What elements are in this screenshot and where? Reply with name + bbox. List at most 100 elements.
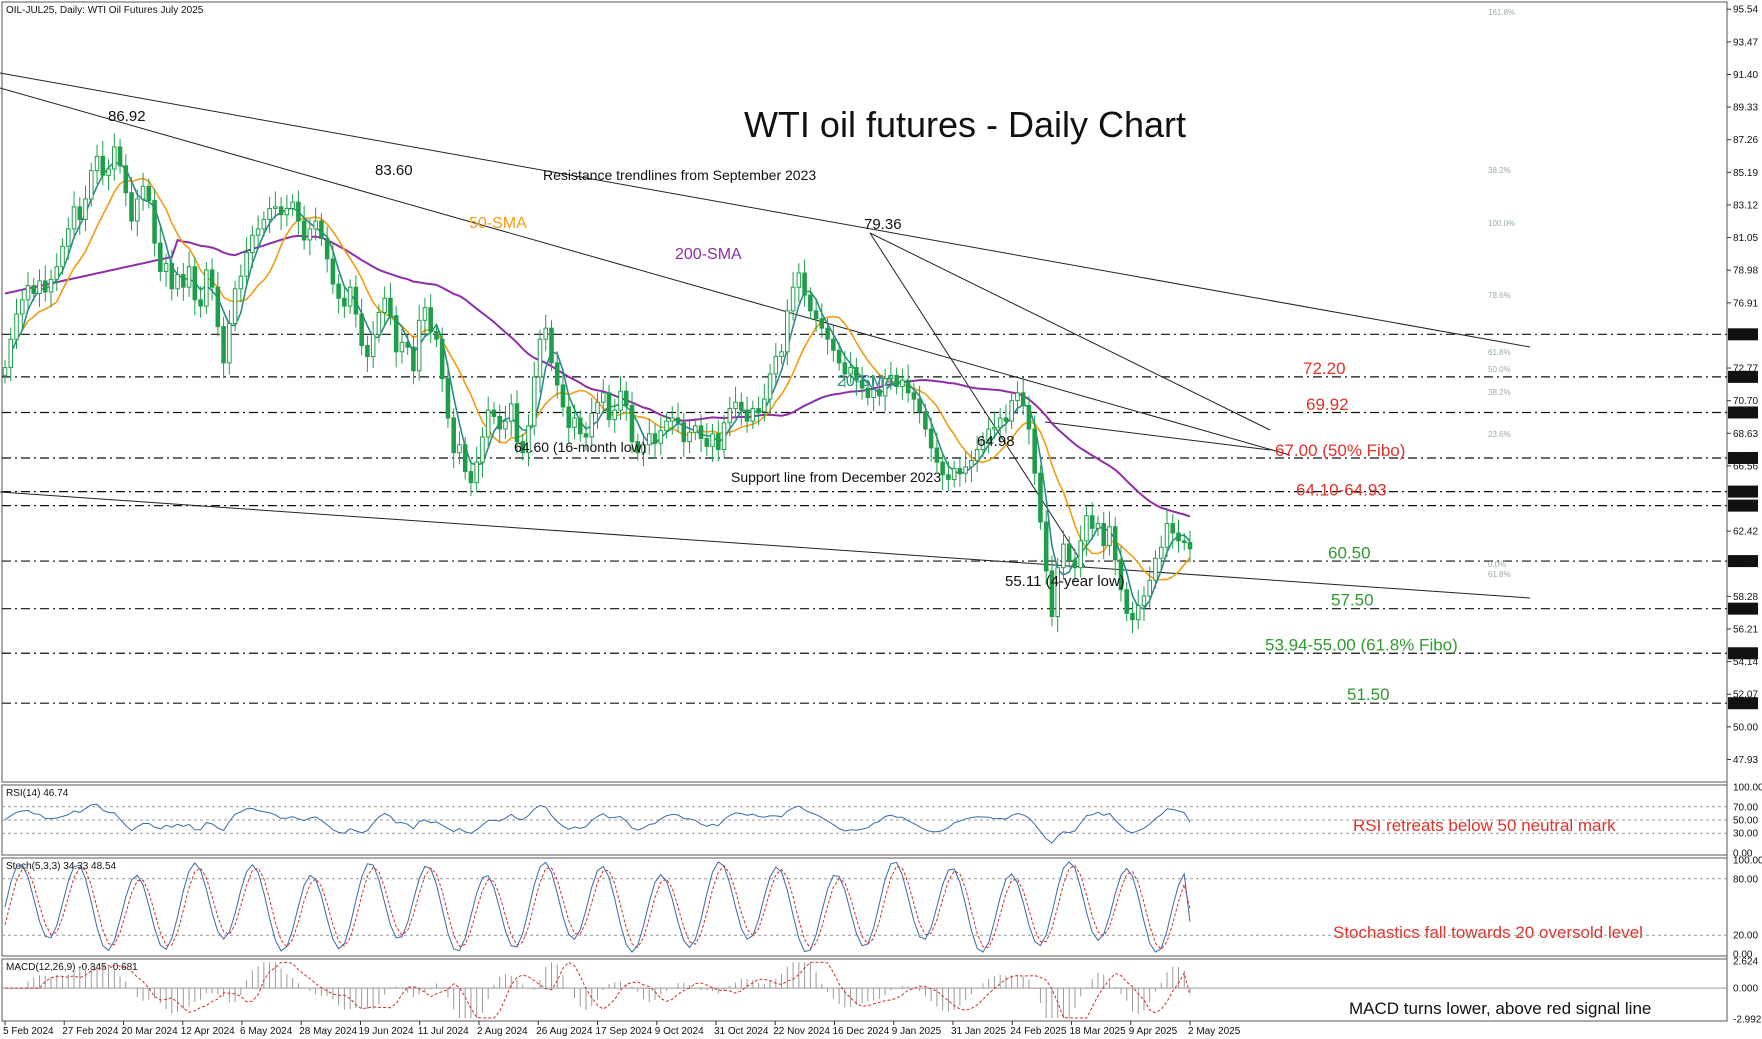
candle-body — [969, 460, 974, 468]
rsi-line — [4, 803, 1191, 844]
candle-body — [1124, 589, 1130, 614]
candle-body — [808, 294, 813, 312]
candle-body — [192, 266, 198, 301]
candle-body — [163, 263, 169, 272]
fib-label: 78.6% — [1488, 291, 1511, 300]
price-tick-label: 47.93 — [1733, 755, 1758, 766]
macd-tick-label: -2.992 — [1733, 1015, 1762, 1026]
candle-body — [560, 384, 566, 408]
candle-body — [917, 398, 922, 413]
candle-body — [319, 220, 324, 239]
annotation-label: 83.60 — [375, 162, 413, 179]
candle-body — [928, 428, 934, 449]
candle-body — [1170, 523, 1176, 534]
rsi-tick-label: 100.00 — [1733, 783, 1762, 794]
candle-body — [117, 146, 123, 167]
candle-body — [1032, 428, 1037, 474]
candle-body — [158, 242, 163, 272]
macd-panel-frame — [1, 958, 1728, 1022]
candle-body — [779, 351, 784, 358]
candle-body — [434, 330, 439, 340]
candle-body — [635, 441, 641, 454]
fib-label: 161.8% — [1488, 8, 1515, 17]
price-tick-label: 60.52 — [1733, 557, 1758, 568]
candle-body — [255, 228, 261, 236]
time-tick-label: 26 Aug 2024 — [536, 1026, 593, 1037]
price-tick-label: 85.19 — [1733, 168, 1758, 179]
candle-body — [986, 428, 991, 441]
candle-body — [468, 471, 474, 484]
chart-title: WTI oil futures - Daily Chart — [744, 104, 1186, 145]
price-panel-frame — [1, 1, 1728, 783]
candle-body — [42, 280, 48, 293]
price-tick-label: 78.98 — [1733, 266, 1758, 277]
candle-body — [623, 390, 629, 406]
rsi-header: RSI(14) 46.74 — [6, 788, 69, 799]
price-tag — [1728, 555, 1758, 568]
candle-body — [543, 327, 549, 340]
candle-body — [531, 376, 537, 427]
rsi-tick-label: 30.00 — [1733, 829, 1758, 840]
candle-body — [186, 266, 192, 288]
candle-body — [1015, 392, 1020, 402]
stoch-tick-label: 80.00 — [1733, 874, 1758, 885]
level-labels: 72.20 69.92 67.00 (50% Fibo) 64.10-64.93 60.… — [1265, 359, 1458, 704]
candle-body — [152, 200, 157, 244]
price-tick-label: 95.54 — [1733, 5, 1758, 16]
candle-body — [859, 379, 865, 389]
level-label: 60.50 — [1328, 543, 1371, 562]
candle-body — [669, 417, 675, 422]
candle-body — [273, 206, 278, 209]
price-tag — [1728, 647, 1758, 660]
annotation-label: 50-SMA — [469, 215, 527, 232]
candle-body — [1061, 543, 1066, 569]
candle-body — [877, 389, 882, 397]
candle-body — [411, 346, 416, 372]
candle-body — [1181, 540, 1187, 543]
price-grid — [2, 333, 1727, 704]
candle-body — [1187, 541, 1193, 550]
annotations: 86.92 83.60 79.36 64.60 (16-month low) 64.98… — [108, 8, 1515, 590]
trendline — [869, 232, 1086, 568]
candle-body — [238, 275, 244, 290]
time-tick-label: 28 May 2024 — [299, 1026, 357, 1037]
candle-body — [664, 420, 669, 432]
candle-body — [169, 263, 175, 290]
candle-body — [31, 285, 37, 295]
time-tick-label: 31 Jan 2025 — [951, 1026, 1006, 1037]
price-axis: 95.54 93.47 91.40 89.33 87.26 85.19 83.12 81.05… — [1727, 5, 1758, 766]
candle-body — [957, 467, 963, 474]
time-tick-label: 12 Apr 2024 — [181, 1026, 235, 1037]
candle-body — [1147, 579, 1153, 597]
candle-body — [652, 433, 658, 444]
fib-label: 50.0% — [1488, 365, 1511, 374]
price-tick-label: 52.07 — [1733, 690, 1758, 701]
time-tick-label: 16 Dec 2024 — [833, 1026, 890, 1037]
time-tick-label: 27 Feb 2024 — [62, 1026, 119, 1037]
candle-body — [888, 374, 894, 380]
candle-body — [209, 269, 215, 288]
candle-body — [244, 252, 249, 277]
candle-body — [25, 285, 31, 301]
macd-caption: MACD turns lower, above red signal line — [1349, 999, 1651, 1018]
candle-body — [370, 333, 376, 358]
stoch-tick-label: 20.00 — [1733, 931, 1758, 942]
candle-body — [802, 272, 807, 296]
level-label: 69.92 — [1306, 395, 1349, 414]
candle-body — [785, 310, 790, 353]
candle-body — [946, 474, 951, 480]
candle-body — [1009, 400, 1014, 422]
price-tick-label: 51.50 — [1733, 699, 1758, 710]
price-tick-label: 72.77 — [1733, 364, 1758, 375]
candle-body — [250, 234, 255, 254]
candle-body — [301, 220, 307, 241]
candle-body — [129, 192, 134, 222]
candle-body — [100, 155, 106, 176]
candle-body — [60, 245, 65, 268]
candle-body — [831, 338, 836, 351]
candle-body — [422, 307, 428, 321]
candle-body — [693, 425, 698, 433]
time-tick-label: 9 Oct 2024 — [655, 1026, 704, 1037]
